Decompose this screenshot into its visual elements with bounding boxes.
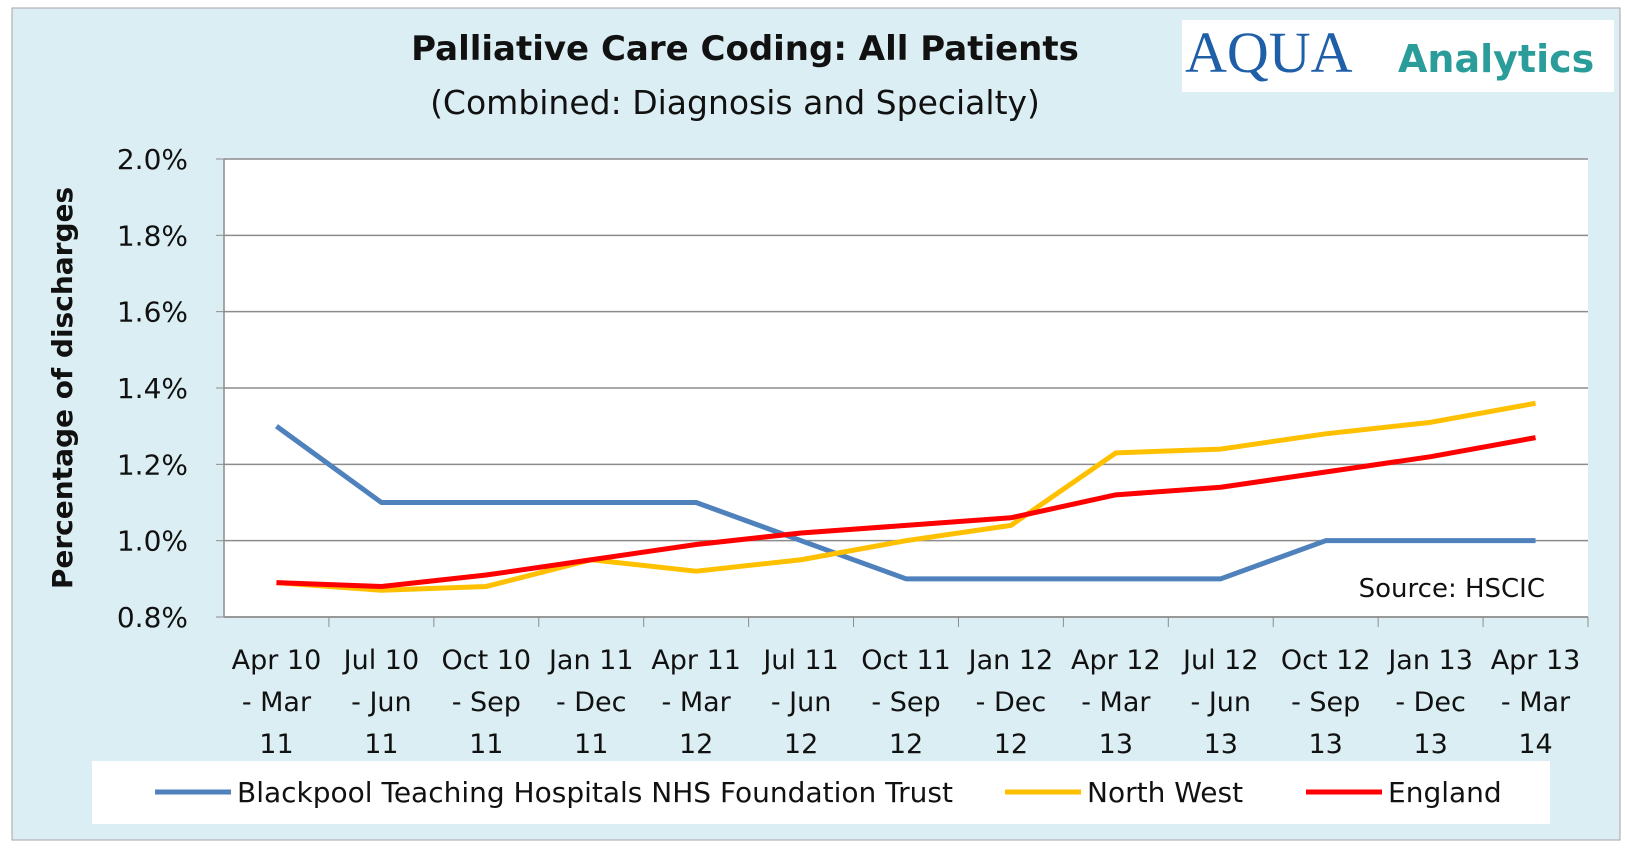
y-tick-label: 1.6% <box>117 296 188 329</box>
x-tick-label-line: Apr 11 <box>651 645 741 676</box>
x-tick-label: Apr 11 - Mar 12 <box>651 645 741 760</box>
x-tick-label-line: Jul 10 <box>342 645 420 676</box>
x-tick-label-line: - Dec <box>1395 687 1466 718</box>
x-tick-label: Jul 11 - Jun 12 <box>761 645 839 760</box>
y-tick-label: 1.8% <box>117 219 188 252</box>
x-tick-label: Oct 12 - Sep 13 <box>1281 645 1371 760</box>
x-tick-label: Jul 10 - Jun 11 <box>342 645 420 760</box>
x-tick-label-line: 11 <box>364 729 398 760</box>
y-tick-label: 1.0% <box>117 525 188 558</box>
series-line <box>274 424 1536 582</box>
y-axis-label: Percentage of discharges <box>46 187 79 589</box>
x-tick-label-line: 13 <box>1413 729 1447 760</box>
x-tick-label-line: 13 <box>1204 729 1238 760</box>
x-tick-label-line: Apr 10 <box>232 645 322 676</box>
x-tick-label-line: 11 <box>469 729 503 760</box>
x-tick-label: Apr 10 - Mar 11 <box>232 645 322 760</box>
x-tick-label: Apr 13 - Mar 14 <box>1491 645 1581 760</box>
x-tick-label-line: - Dec <box>556 687 627 718</box>
x-tick-label-line: - Sep <box>1291 687 1360 718</box>
x-tick-label-line: - Mar <box>1501 687 1571 718</box>
logo-text: Analytics <box>1398 37 1594 81</box>
x-tick-label: Jan 11 - Dec 11 <box>547 645 634 760</box>
chart-subtitle: (Combined: Diagnosis and Specialty) <box>430 83 1040 122</box>
x-tick-label: Jan 12 - Dec 12 <box>967 645 1054 760</box>
x-tick-label-line: 12 <box>994 729 1028 760</box>
x-tick-label-line: 11 <box>259 729 293 760</box>
x-tick-label-line: Jul 11 <box>761 645 839 676</box>
x-tick-label: Oct 11 - Sep 12 <box>861 645 951 760</box>
series-line <box>276 435 1536 589</box>
x-tick-label-line: 14 <box>1518 729 1552 760</box>
x-tick-label-line: - Mar <box>242 687 312 718</box>
x-tick-label-line: Oct 11 <box>861 645 951 676</box>
x-tick-label-line: - Mar <box>1081 687 1151 718</box>
x-tick-label: Jan 13 - Dec 13 <box>1386 645 1473 760</box>
legend-label: Blackpool Teaching Hospitals NHS Foundat… <box>237 776 953 809</box>
x-tick-label-line: - Jun <box>771 687 832 718</box>
y-tick-label: 1.2% <box>117 448 188 481</box>
x-tick-label-line: 13 <box>1309 729 1343 760</box>
x-tick-label: Oct 10 - Sep 11 <box>441 645 531 760</box>
x-tick-label-line: 11 <box>574 729 608 760</box>
x-tick-label-line: - Jun <box>1191 687 1252 718</box>
x-tick-label-line: - Sep <box>871 687 940 718</box>
x-tick-label-line: - Sep <box>452 687 521 718</box>
x-tick-label: Jul 12 - Jun 13 <box>1181 645 1259 760</box>
x-tick-label-line: Jan 11 <box>547 645 634 676</box>
annotation: Source: HSCIC <box>1359 574 1545 604</box>
logo-mark: AQUA <box>1185 20 1353 85</box>
x-tick-label-line: 12 <box>679 729 713 760</box>
x-tick-label: Apr 12 - Mar 13 <box>1071 645 1161 760</box>
x-tick-label-line: - Mar <box>662 687 732 718</box>
y-tick-label: 0.8% <box>117 601 188 634</box>
x-tick-label-line: 12 <box>784 729 818 760</box>
x-tick-label-line: Jan 12 <box>967 645 1054 676</box>
x-tick-label-line: - Jun <box>351 687 412 718</box>
series-line <box>276 400 1536 593</box>
x-tick-label-line: Oct 12 <box>1281 645 1371 676</box>
chart-title: Palliative Care Coding: All Patients <box>411 29 1079 69</box>
y-tick-label: 2.0% <box>117 143 188 176</box>
x-tick-label-line: 13 <box>1099 729 1133 760</box>
logo-box <box>1182 20 1614 92</box>
x-tick-label-line: Oct 10 <box>441 645 531 676</box>
x-tick-label-line: Jan 13 <box>1386 645 1473 676</box>
x-tick-label-line: Jul 12 <box>1181 645 1259 676</box>
x-tick-label-line: - Dec <box>976 687 1047 718</box>
legend-label: England <box>1388 776 1502 809</box>
legend-label: North West <box>1087 776 1243 809</box>
y-tick-label: 1.4% <box>117 372 188 405</box>
x-tick-label-line: Apr 12 <box>1071 645 1161 676</box>
x-tick-label-line: Apr 13 <box>1491 645 1581 676</box>
x-tick-label-line: 12 <box>889 729 923 760</box>
